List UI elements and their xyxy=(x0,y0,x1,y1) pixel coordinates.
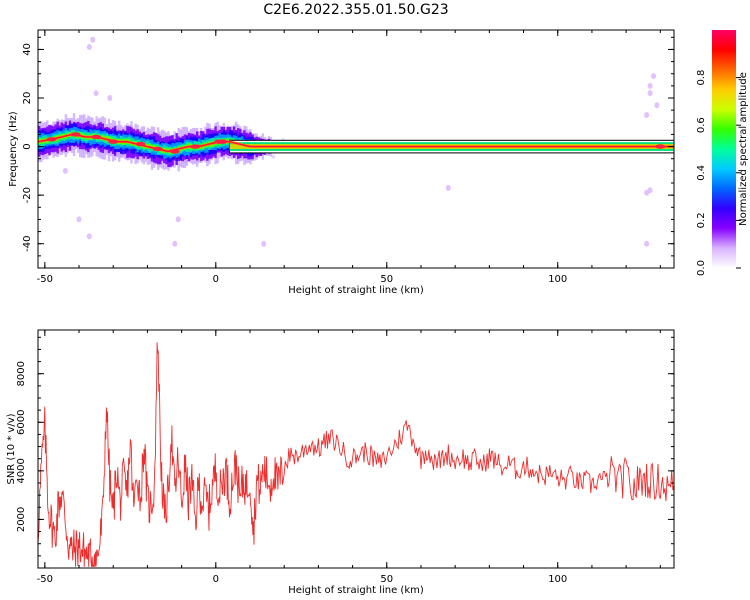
spectral-peak xyxy=(655,144,666,149)
spectral-noise-dot xyxy=(271,154,276,159)
colorbar: 0.0 0.2 0.4 0.6 0.8 Normalized spectral ampl… xyxy=(696,30,749,276)
snr-marks xyxy=(38,342,674,567)
snr-panel: -50 0 50 100 2000 4000 6000 8000 Height of stra… xyxy=(6,329,675,596)
snr-ylabel: SNR (10 * v/v) xyxy=(6,413,17,484)
spectrogram-xlabel: Height of straight line (km) xyxy=(288,285,424,296)
colorbar-tick-label: 0.2 xyxy=(696,212,707,228)
spectral-outlier xyxy=(93,90,99,97)
spectrogram-xtick-label: 50 xyxy=(380,274,393,285)
spectral-outlier xyxy=(90,36,96,43)
spectral-peak xyxy=(108,139,119,144)
snr-series-line xyxy=(38,342,674,567)
spectral-outlier xyxy=(647,187,653,194)
figure-title: C2E6.2022.355.01.50.G23 xyxy=(263,2,448,18)
spectral-outlier xyxy=(445,184,451,191)
colorbar-ticks: 0.0 0.2 0.4 0.6 0.8 xyxy=(696,70,741,276)
spectral-outlier xyxy=(172,240,178,247)
snr-ytick-label: 6000 xyxy=(16,410,27,435)
spectral-peak xyxy=(190,144,201,149)
spectral-peak xyxy=(91,134,102,140)
colorbar-bar xyxy=(712,30,736,268)
colorbar-tick-label: 0.0 xyxy=(696,260,707,276)
spectral-outlier xyxy=(647,90,653,97)
spectral-outlier xyxy=(62,167,68,174)
snr-xlabel: Height of straight line (km) xyxy=(288,585,424,596)
spectral-outlier xyxy=(647,82,653,89)
spectral-outlier xyxy=(654,102,660,109)
colorbar-tick-label: 0.4 xyxy=(696,165,707,181)
spectral-peak xyxy=(152,146,163,152)
snr-xtick-label: 50 xyxy=(380,574,393,585)
spectrogram-ytick-label: -20 xyxy=(22,187,33,203)
spectral-outlier xyxy=(261,240,267,247)
snr-frame xyxy=(37,329,675,569)
snr-ytick-label: 4000 xyxy=(16,458,27,483)
spectral-outlier xyxy=(86,44,92,50)
snr-xtick-label: 100 xyxy=(548,574,567,585)
colorbar-tick-label: 0.6 xyxy=(696,117,707,133)
spectral-peak xyxy=(70,132,81,137)
snr-ytick-label: 2000 xyxy=(16,507,27,532)
spectral-ridge-core xyxy=(38,133,674,153)
spectrogram-xtick-label: 0 xyxy=(213,274,219,285)
spectrogram-panel: -50 0 50 100 -40 -20 0 20 40 Height of straight … xyxy=(8,29,675,296)
spectrogram-ytick-label: 40 xyxy=(22,43,33,56)
spectrogram-frame xyxy=(37,29,675,269)
colorbar-tick-label: 0.8 xyxy=(696,70,707,86)
snr-ticks: -50 0 50 100 2000 4000 6000 8000 xyxy=(16,330,674,585)
spectral-outlier xyxy=(644,240,650,247)
snr-xtick-label: 0 xyxy=(213,574,219,585)
spectrogram-ytick-label: 0 xyxy=(22,143,33,149)
spectral-outlier xyxy=(175,216,181,223)
spectral-outlier xyxy=(644,112,650,118)
snr-ytick-label: 8000 xyxy=(16,361,27,386)
spectrogram-ticks: -50 0 50 100 -40 -20 0 20 40 xyxy=(22,30,674,285)
spectral-peak xyxy=(169,149,180,154)
spectral-outlier xyxy=(107,95,113,101)
snr-xtick-label: -50 xyxy=(37,574,53,585)
spectrogram-ytick-label: 20 xyxy=(22,92,33,105)
spectral-outlier xyxy=(86,233,92,240)
spectral-outlier xyxy=(651,73,656,80)
spectral-peak xyxy=(217,139,228,144)
spectrogram-ylabel: Frequency (Hz) xyxy=(8,111,19,187)
spectrogram-marks xyxy=(38,36,674,247)
spectral-peak xyxy=(135,141,146,147)
colorbar-label: Normalized spectral amplitude xyxy=(738,72,749,226)
spectrogram-xtick-label: 100 xyxy=(548,274,567,285)
spectral-peak xyxy=(46,137,57,142)
spectral-outlier xyxy=(76,216,82,223)
spectrogram-ytick-label: -40 xyxy=(22,236,33,252)
spectrogram-xtick-label: -50 xyxy=(37,274,53,285)
